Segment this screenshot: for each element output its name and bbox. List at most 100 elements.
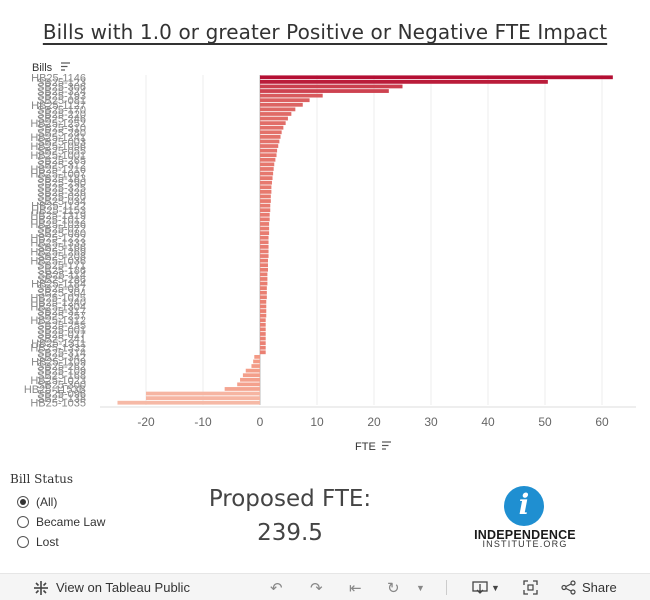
bar-hb25-1153[interactable] bbox=[260, 208, 271, 213]
bar-hb25-1056[interactable] bbox=[260, 144, 279, 148]
refresh-dropdown-icon[interactable]: ▼ bbox=[416, 582, 425, 593]
bar-sb25-096[interactable] bbox=[146, 391, 260, 396]
bar-sb25-324[interactable] bbox=[260, 89, 389, 93]
bar-hb25-1333[interactable] bbox=[260, 240, 269, 245]
radio-all[interactable] bbox=[17, 496, 29, 508]
radio-lost[interactable] bbox=[17, 536, 29, 548]
bar-hb25-1007[interactable] bbox=[260, 171, 274, 176]
bar-hb25-1023[interactable] bbox=[240, 377, 260, 382]
bar-sb25-314[interactable] bbox=[260, 350, 266, 355]
bar-sb25-300[interactable] bbox=[237, 382, 260, 387]
share-button[interactable]: Share bbox=[561, 574, 617, 600]
bar-sb25-170[interactable] bbox=[260, 107, 296, 112]
bar-hb25-1304[interactable] bbox=[260, 304, 267, 309]
bar-sb25-003[interactable] bbox=[260, 139, 280, 144]
bar-sb25-280[interactable] bbox=[260, 130, 282, 135]
bar-sb25-246[interactable] bbox=[260, 116, 288, 121]
bar-sb25-072[interactable] bbox=[260, 226, 270, 231]
download-button[interactable]: ▼ bbox=[472, 574, 500, 600]
bar-hb25-1319[interactable] bbox=[260, 212, 270, 217]
bar-sb25-123[interactable] bbox=[260, 79, 548, 84]
refresh-icon[interactable]: ↻ bbox=[387, 579, 400, 597]
bill-label: SB25-324 bbox=[37, 86, 86, 98]
redo-icon[interactable]: ↷ bbox=[310, 579, 323, 597]
bar-sb25-317[interactable] bbox=[260, 309, 267, 313]
bar-sb25-310[interactable] bbox=[260, 125, 284, 130]
bar-sb25-183[interactable] bbox=[260, 176, 273, 181]
bar-sb25-257[interactable] bbox=[260, 313, 267, 318]
bar-sb25-312[interactable] bbox=[260, 162, 275, 167]
bar-hb25-1012[interactable] bbox=[260, 217, 270, 222]
bar-sb25-055[interactable] bbox=[260, 148, 278, 153]
revert-icon[interactable]: ⇤ bbox=[349, 579, 362, 597]
bar-sb25-081[interactable] bbox=[260, 98, 310, 103]
bar-sb25-220[interactable] bbox=[260, 112, 292, 116]
bar-sb25-171[interactable] bbox=[260, 263, 268, 268]
bar-sb25-080[interactable] bbox=[260, 231, 270, 236]
bar-sb25-255[interactable] bbox=[260, 322, 266, 327]
bill-label: SB25-027 bbox=[37, 329, 86, 341]
filter-option-all[interactable]: (All) bbox=[17, 492, 170, 512]
bar-hb25-1122[interactable] bbox=[260, 203, 271, 208]
bar-hb25-1127[interactable] bbox=[260, 102, 303, 107]
fte-axis-header[interactable]: FTE bbox=[355, 441, 391, 453]
view-on-tableau-link[interactable]: View on Tableau Public bbox=[33, 574, 190, 600]
filter-option-label: Became Law bbox=[36, 515, 106, 529]
bar-sb25-020[interactable] bbox=[260, 194, 271, 199]
bar-hb25-1332[interactable] bbox=[260, 345, 266, 350]
share-icon bbox=[561, 580, 576, 595]
independence-institute-logo[interactable]: i INDEPENDENCE INSTITUTE.ORG bbox=[470, 486, 580, 549]
bill-label: HB25-1023 bbox=[30, 375, 86, 387]
bar-hb25-1240[interactable] bbox=[260, 299, 267, 304]
bar-sb25-087[interactable] bbox=[260, 286, 267, 291]
bar-hb25-1222[interactable] bbox=[260, 235, 269, 240]
bar-sb25-265[interactable] bbox=[260, 157, 276, 162]
bar-sb25-193[interactable] bbox=[260, 93, 323, 98]
bar-sb25-262[interactable] bbox=[251, 364, 260, 368]
bar-hb25-1146[interactable] bbox=[260, 75, 613, 80]
bar-sb25-138[interactable] bbox=[146, 396, 260, 401]
bar-sb25-001[interactable] bbox=[260, 327, 266, 332]
bar-sb25-208[interactable] bbox=[260, 254, 269, 258]
bar-sb25-109[interactable] bbox=[245, 368, 260, 373]
bar-hb25-1036[interactable] bbox=[260, 258, 268, 263]
bar-sb25-027[interactable] bbox=[260, 332, 266, 336]
filter-option-became-law[interactable]: Became Law bbox=[17, 512, 170, 532]
bill-label: SB25-123 bbox=[37, 77, 86, 89]
bar-sb25-241[interactable] bbox=[260, 336, 266, 341]
bar-hb25-1184[interactable] bbox=[260, 281, 268, 286]
bills-header-label: Bills bbox=[32, 62, 53, 74]
bar-chart[interactable]: HB25-1146SB25-123SB25-306SB25-324SB25-19… bbox=[0, 0, 650, 470]
bar-sb25-325[interactable] bbox=[260, 185, 272, 190]
bar-hb25-1241[interactable] bbox=[260, 134, 281, 139]
undo-icon[interactable]: ↶ bbox=[270, 579, 283, 597]
bar-hb25-1269[interactable] bbox=[260, 249, 269, 254]
bills-header[interactable]: Bills bbox=[32, 62, 70, 74]
bar-sb25-306[interactable] bbox=[260, 84, 403, 89]
fullscreen-button[interactable] bbox=[523, 574, 538, 600]
radio-became-law[interactable] bbox=[17, 516, 29, 528]
bar-sb25-186[interactable] bbox=[260, 267, 268, 272]
bar-sb25-342[interactable] bbox=[254, 354, 260, 359]
bar-sb25-034[interactable] bbox=[260, 199, 271, 203]
bar-hb25-1109[interactable] bbox=[253, 359, 260, 364]
bar-hb25-1312[interactable] bbox=[260, 318, 266, 323]
bar-sb25-166[interactable] bbox=[260, 244, 269, 249]
bar-sb25-326[interactable] bbox=[260, 189, 272, 194]
bar-hb25-1252[interactable] bbox=[260, 121, 286, 126]
bar-sb25-304[interactable] bbox=[260, 290, 267, 295]
bar-hb25-1026[interactable] bbox=[260, 222, 270, 226]
x-tick-label: 10 bbox=[310, 415, 324, 429]
bar-sb25-168[interactable] bbox=[242, 373, 260, 378]
bar-sb25-290[interactable] bbox=[260, 180, 272, 185]
bar-hb25-1001[interactable] bbox=[260, 153, 277, 158]
bar-hb25-1035[interactable] bbox=[117, 400, 261, 405]
bar-hb25-1153b[interactable] bbox=[224, 387, 260, 391]
bar-hb25-1025[interactable] bbox=[260, 295, 267, 300]
x-tick-label: 50 bbox=[538, 415, 552, 429]
bar-hb25-1216[interactable] bbox=[260, 167, 274, 171]
bar-sb25-286[interactable] bbox=[260, 277, 268, 281]
bar-sb25-114[interactable] bbox=[260, 272, 268, 277]
filter-option-lost[interactable]: Lost bbox=[17, 532, 170, 552]
bar-hb25-1311[interactable] bbox=[260, 341, 266, 346]
